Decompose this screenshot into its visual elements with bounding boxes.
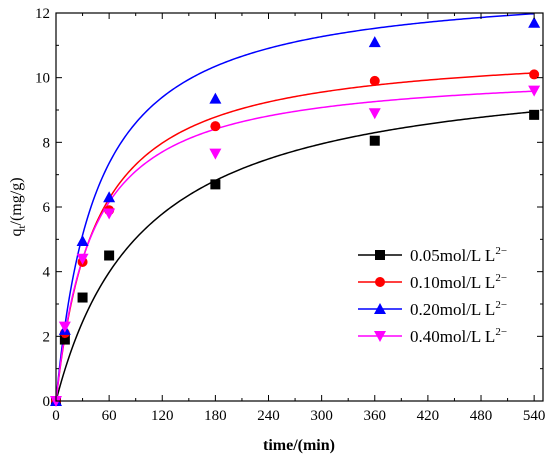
legend-label-sup: 2− — [495, 245, 507, 257]
x-axis-ticks: 0 60 120 180 240 300 360 420 480 540 — [52, 13, 545, 424]
y-axis-title-rest: /(mg/g) — [8, 177, 25, 225]
fit-curves — [55, 12, 535, 402]
fit-curve — [55, 72, 535, 402]
legend-label-main: 0.05mol/L L — [410, 246, 495, 265]
data-point — [103, 208, 116, 220]
data-point — [368, 36, 381, 48]
data-point — [77, 292, 88, 303]
legend-label-main: 0.20mol/L L — [410, 300, 495, 319]
x-axis-title: time/(min) — [263, 437, 335, 454]
y-axis-title-sub: t — [16, 225, 28, 228]
data-point — [368, 108, 381, 120]
data-point — [209, 92, 222, 104]
y-tick-label: 0 — [43, 394, 51, 410]
legend-marker — [375, 277, 385, 287]
y-tick-label: 6 — [43, 200, 51, 216]
data-point — [369, 135, 380, 146]
legend-label-sup: 2− — [495, 299, 507, 311]
y-axis-ticks: 0 2 4 6 8 10 12 — [35, 6, 543, 410]
legend-marker — [374, 331, 386, 342]
data-point — [529, 109, 540, 120]
x-tick-label: 180 — [204, 408, 227, 424]
x-tick-label: 360 — [364, 408, 387, 424]
data-point — [58, 321, 71, 333]
fit-curve — [55, 12, 535, 402]
x-tick-label: 240 — [257, 408, 280, 424]
data-point — [209, 148, 222, 160]
x-tick-label: 420 — [417, 408, 440, 424]
data-markers — [50, 16, 541, 407]
y-tick-label: 10 — [35, 71, 50, 87]
data-point — [528, 85, 541, 97]
x-tick-label: 0 — [52, 408, 60, 424]
fit-curve — [55, 110, 535, 402]
data-point — [210, 121, 221, 132]
data-point — [210, 179, 221, 190]
legend-label-sup: 2− — [495, 272, 507, 284]
y-tick-label: 4 — [43, 265, 51, 281]
legend: 0.05mol/L L2−0.10mol/L L2−0.20mol/L L2−0… — [358, 245, 507, 346]
x-tick-label: 480 — [470, 408, 493, 424]
legend-label-main: 0.10mol/L L — [410, 273, 495, 292]
legend-label: 0.05mol/L L2− — [410, 245, 507, 265]
legend-marker — [375, 250, 385, 260]
x-tick-label: 300 — [310, 408, 333, 424]
data-point — [76, 253, 89, 265]
y-tick-label: 8 — [43, 135, 51, 151]
legend-label: 0.20mol/L L2− — [410, 299, 507, 319]
x-tick-label: 120 — [151, 408, 174, 424]
legend-label-sup: 2− — [495, 326, 507, 338]
data-point — [103, 191, 116, 203]
y-tick-label: 2 — [43, 329, 51, 345]
y-axis-title-main: q — [8, 229, 25, 237]
legend-label-main: 0.40mol/L L — [410, 327, 495, 346]
fit-curve — [55, 90, 535, 402]
legend-label: 0.10mol/L L2− — [410, 272, 507, 292]
legend-label: 0.40mol/L L2− — [410, 326, 507, 346]
data-point — [104, 250, 115, 261]
x-tick-label: 540 — [523, 408, 546, 424]
x-tick-label: 60 — [102, 408, 117, 424]
y-axis-title: qt/(mg/g) — [8, 177, 28, 236]
data-point — [528, 16, 541, 28]
data-point — [59, 334, 70, 345]
y-tick-label: 12 — [35, 6, 50, 22]
legend-marker — [374, 303, 386, 314]
data-point — [76, 234, 89, 246]
data-point — [369, 75, 380, 86]
data-point — [529, 69, 540, 80]
